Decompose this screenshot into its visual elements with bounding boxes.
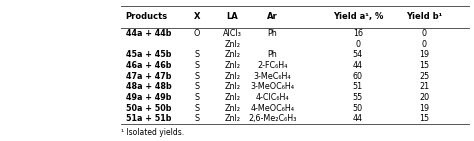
Text: Yield b¹: Yield b¹ [406,12,442,21]
Text: 4-ClC₆H₄: 4-ClC₆H₄ [256,93,289,102]
Text: S: S [194,82,199,91]
Text: 19: 19 [419,50,429,59]
Text: 19: 19 [419,104,429,113]
Text: X: X [193,12,200,21]
Text: S: S [194,72,199,81]
Text: ZnI₂: ZnI₂ [224,61,240,70]
Text: O: O [193,29,200,38]
Text: 2-FC₆H₄: 2-FC₆H₄ [257,61,288,70]
Text: ZnI₂: ZnI₂ [224,50,240,59]
Text: 3-MeC₆H₄: 3-MeC₆H₄ [254,72,292,81]
Text: ZnI₂: ZnI₂ [224,114,240,123]
Text: Yield a¹, %: Yield a¹, % [333,12,383,21]
Text: LA: LA [227,12,238,21]
Text: 60: 60 [353,72,363,81]
Text: 3-MeOC₆H₄: 3-MeOC₆H₄ [251,82,294,91]
Text: 48a + 48b: 48a + 48b [126,82,172,91]
Text: S: S [194,114,199,123]
Text: 50a + 50b: 50a + 50b [126,104,171,113]
Text: 46a + 46b: 46a + 46b [126,61,171,70]
Text: 45a + 45b: 45a + 45b [126,50,171,59]
Text: 50: 50 [353,104,363,113]
Text: S: S [194,50,199,59]
Text: Ph: Ph [268,29,277,38]
Text: 55: 55 [353,93,363,102]
Text: ¹ Isolated yields.: ¹ Isolated yields. [121,128,184,137]
Text: ZnI₂: ZnI₂ [224,82,240,91]
Text: ZnI₂: ZnI₂ [224,40,240,49]
Text: 15: 15 [419,114,429,123]
Text: 54: 54 [353,50,363,59]
Text: 2,6-Me₂C₆H₃: 2,6-Me₂C₆H₃ [248,114,297,123]
Text: Ar: Ar [267,12,278,21]
Text: 20: 20 [419,93,429,102]
Text: 51a + 51b: 51a + 51b [126,114,171,123]
Text: Products: Products [126,12,168,21]
Text: S: S [194,93,199,102]
Text: 16: 16 [353,29,363,38]
Text: 0: 0 [356,40,360,49]
Text: 44a + 44b: 44a + 44b [126,29,171,38]
Text: 47a + 47b: 47a + 47b [126,72,171,81]
Text: ZnI₂: ZnI₂ [224,93,240,102]
Text: S: S [194,104,199,113]
Text: S: S [194,61,199,70]
Text: 0: 0 [422,40,427,49]
Text: 0: 0 [422,29,427,38]
Text: 51: 51 [353,82,363,91]
Text: ZnI₂: ZnI₂ [224,104,240,113]
Text: 25: 25 [419,72,429,81]
Text: ZnI₂: ZnI₂ [224,72,240,81]
Text: 15: 15 [419,61,429,70]
Text: 49a + 49b: 49a + 49b [126,93,171,102]
Text: 44: 44 [353,114,363,123]
Text: AlCl₃: AlCl₃ [223,29,242,38]
Text: 44: 44 [353,61,363,70]
Text: 4-MeOC₆H₄: 4-MeOC₆H₄ [251,104,294,113]
Text: Ph: Ph [268,50,277,59]
Text: 21: 21 [419,82,429,91]
